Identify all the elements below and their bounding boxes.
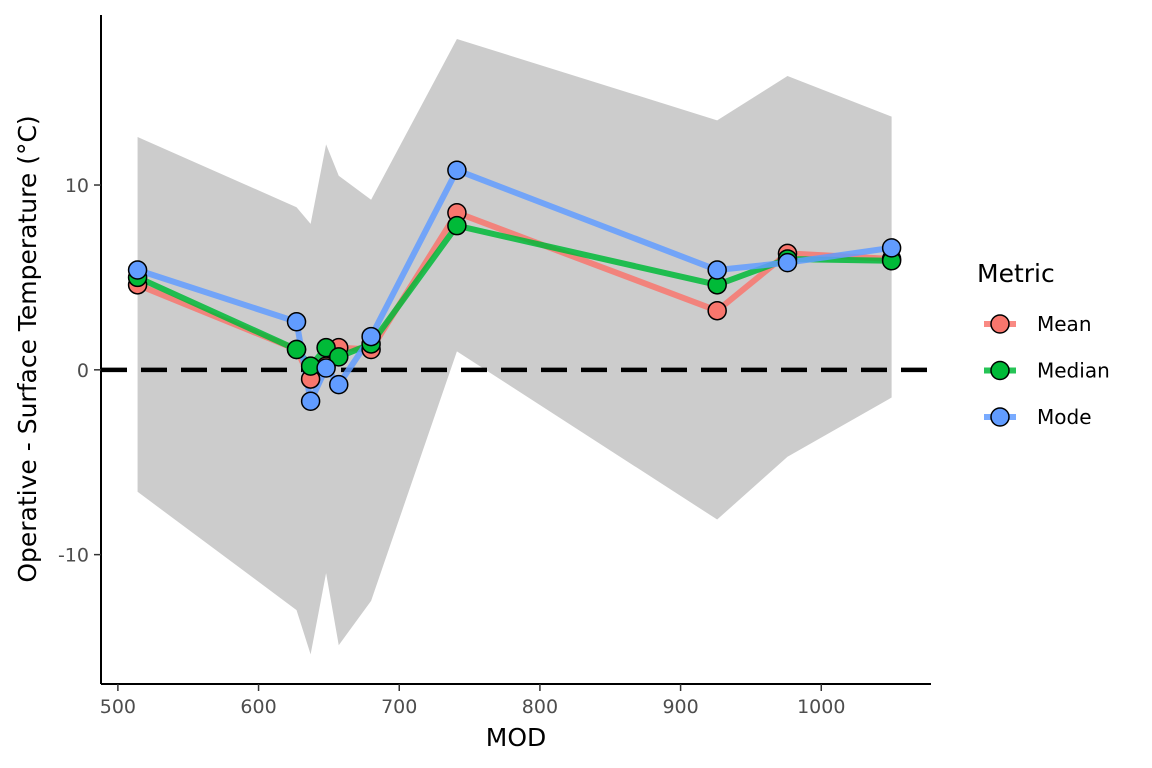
data-point-mode <box>361 326 381 347</box>
data-point-mode <box>777 252 798 273</box>
legend-label-mean: Mean <box>1037 312 1092 336</box>
x-tick-label: 500 <box>100 696 136 718</box>
legend-item-mode: Mode <box>984 405 1092 429</box>
legend: Metric Mean Median Mode <box>977 259 1110 429</box>
x-tick-label: 800 <box>522 696 558 718</box>
legend-label-median: Median <box>1037 359 1110 383</box>
confidence-ribbon-layer <box>137 39 892 655</box>
data-point-median <box>447 215 467 236</box>
data-point-mode <box>286 312 307 332</box>
legend-point-mean <box>990 314 1010 334</box>
data-point-mode <box>316 358 336 378</box>
x-tick-label: 1000 <box>797 696 845 718</box>
x-tick-label: 600 <box>240 696 276 718</box>
y-tick-label: 10 <box>65 175 89 197</box>
legend-title: Metric <box>977 259 1055 288</box>
data-point-mean <box>707 300 727 321</box>
legend-item-mean: Mean <box>984 312 1092 336</box>
y-axis-title: Operative - Surface Temperature (°C) <box>13 115 42 582</box>
data-point-mode <box>127 260 148 280</box>
y-tick-label: 0 <box>77 360 89 382</box>
data-point-mode <box>881 238 902 258</box>
legend-label-mode: Mode <box>1037 405 1092 429</box>
confidence-ribbon <box>137 39 892 655</box>
legend-point-median <box>990 360 1010 381</box>
data-point-mode <box>328 374 349 395</box>
data-point-mode <box>300 391 321 411</box>
axes-layer: 500 600 700 800 900 1000 -10 0 10 <box>58 15 931 718</box>
data-point-median <box>286 339 307 360</box>
legend-point-mode <box>990 407 1010 427</box>
data-point-median <box>328 347 349 367</box>
data-point-mode <box>707 260 727 280</box>
legend-item-median: Median <box>984 359 1110 383</box>
legend-items: Mean Median Mode <box>984 312 1110 429</box>
series-points-layer <box>127 160 902 411</box>
data-point-mode <box>447 160 467 180</box>
x-tick-label: 900 <box>662 696 698 718</box>
x-tick-label: 700 <box>381 696 417 718</box>
x-axis-title: MOD <box>486 723 547 752</box>
y-tick-label: -10 <box>58 545 89 567</box>
